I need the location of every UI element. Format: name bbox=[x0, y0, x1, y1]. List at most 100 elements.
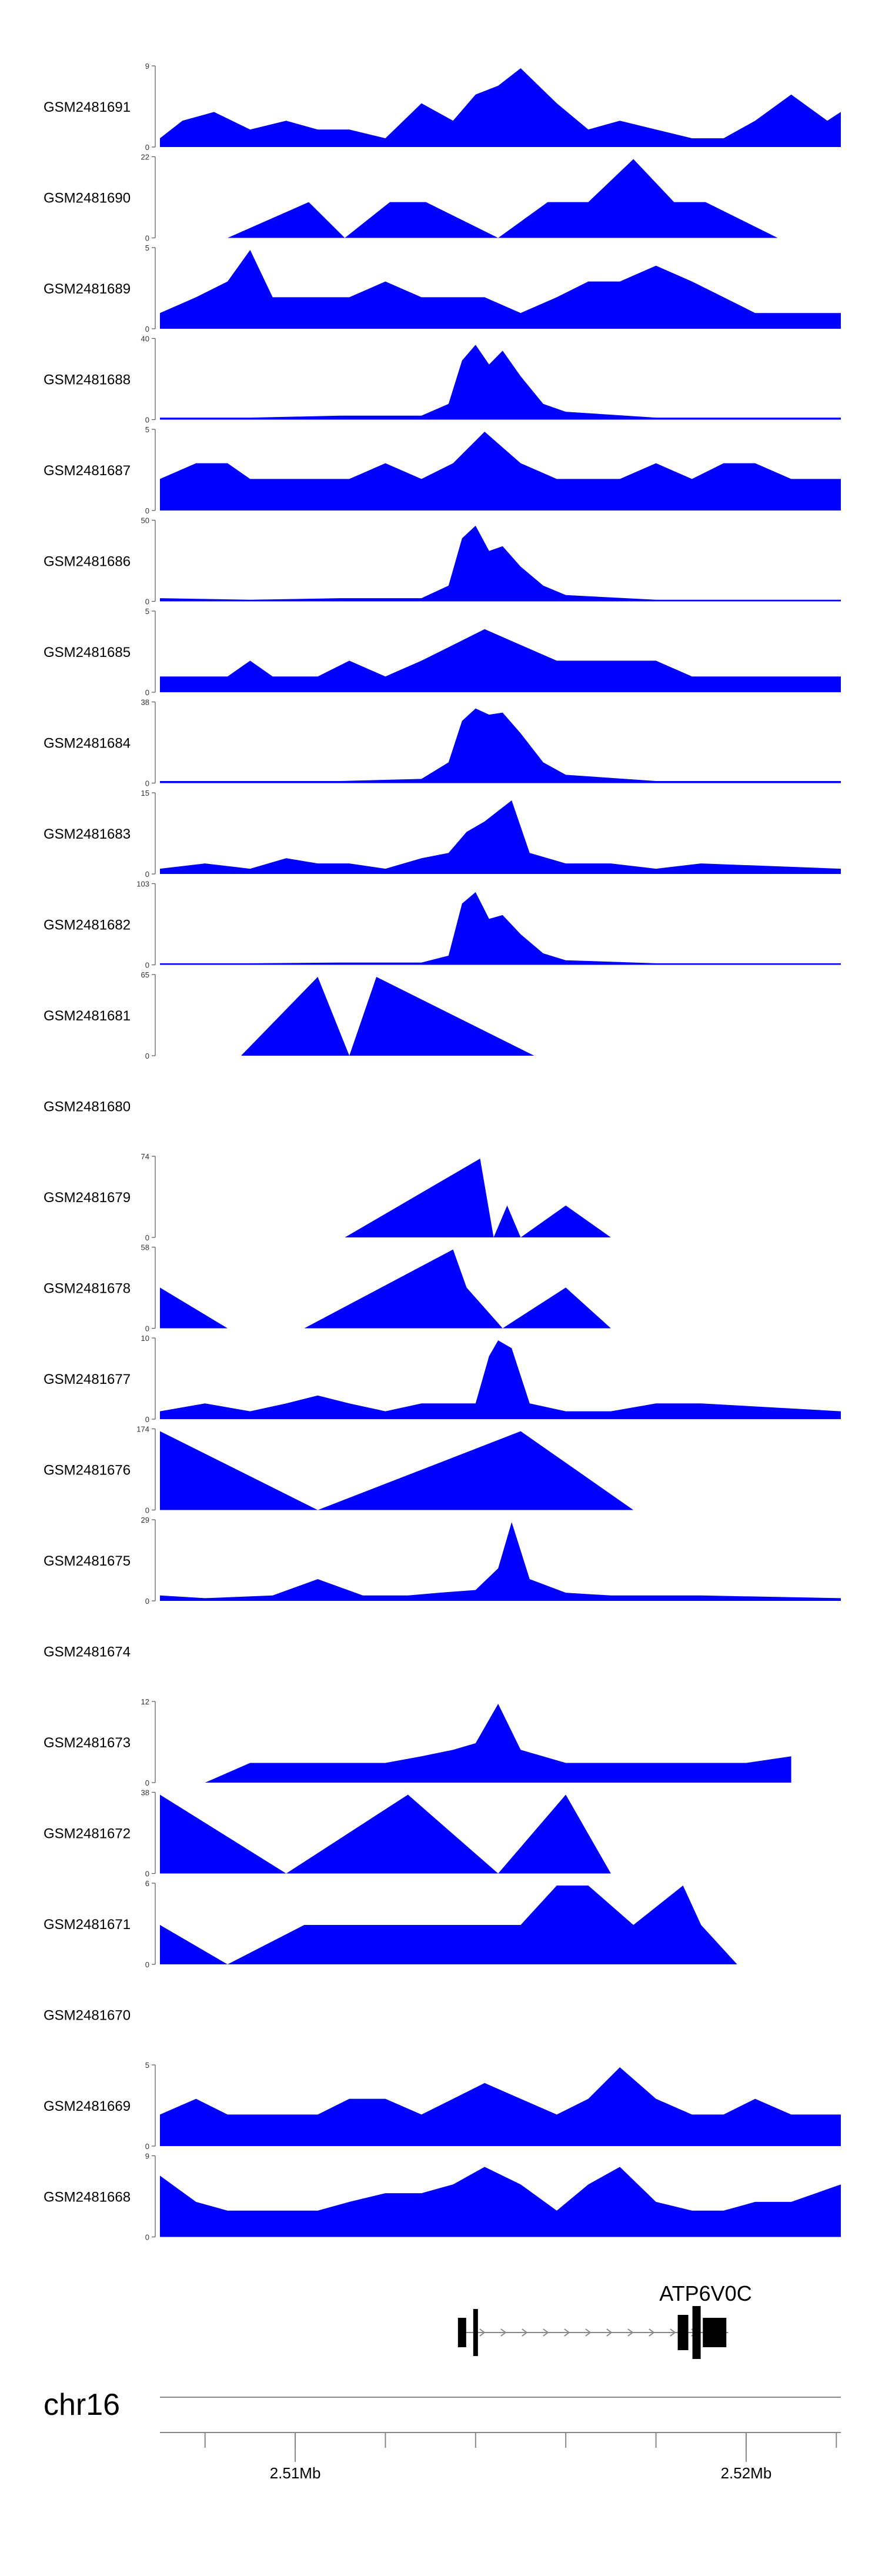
coverage-area bbox=[160, 1340, 841, 1419]
track-label: GSM2481685 bbox=[44, 645, 131, 660]
coverage-area bbox=[160, 1522, 841, 1601]
y-tick-label-zero: 0 bbox=[145, 143, 149, 152]
track-GSM2481690: GSM2481690 22 0 bbox=[44, 153, 778, 243]
axis-tick-label: 2.52Mb bbox=[721, 2464, 772, 2482]
strand-arrow bbox=[649, 2328, 655, 2337]
y-tick-label-zero: 0 bbox=[145, 1506, 149, 1515]
track-GSM2481691: GSM2481691 9 0 bbox=[44, 62, 841, 152]
track-GSM2481672: GSM2481672 38 0 bbox=[44, 1788, 656, 1878]
y-tick-label-zero: 0 bbox=[145, 1960, 149, 1969]
strand-arrow bbox=[479, 2328, 486, 2337]
strand-arrow bbox=[564, 2328, 570, 2337]
track-label: GSM2481677 bbox=[44, 1372, 131, 1387]
track-label: GSM2481682 bbox=[44, 917, 131, 933]
track-GSM2481678: GSM2481678 58 0 bbox=[44, 1243, 611, 1333]
coverage-area bbox=[160, 345, 841, 420]
chromosome-label: chr16 bbox=[44, 2388, 120, 2422]
y-tick-label-zero: 0 bbox=[145, 234, 149, 243]
track-label: GSM2481690 bbox=[44, 191, 131, 206]
track-GSM2481682: GSM2481682 103 0 bbox=[44, 880, 841, 970]
track-label: GSM2481689 bbox=[44, 281, 131, 297]
y-tick-label-max: 29 bbox=[141, 1516, 149, 1524]
track-GSM2481669: GSM2481669 5 0 bbox=[44, 2061, 841, 2151]
track-label: GSM2481687 bbox=[44, 463, 131, 479]
track-GSM2481674: GSM2481674 bbox=[44, 1644, 131, 1660]
y-tick-label-zero: 0 bbox=[145, 2233, 149, 2242]
track-label: GSM2481678 bbox=[44, 1281, 131, 1297]
coverage-area bbox=[345, 1159, 656, 1237]
track-label: GSM2481669 bbox=[44, 2098, 131, 2114]
y-tick-label-max: 15 bbox=[141, 789, 149, 798]
track-GSM2481684: GSM2481684 38 0 bbox=[44, 698, 841, 788]
genome-axis: 2.51Mb 2.52Mb bbox=[160, 2397, 841, 2482]
y-tick-label-max: 10 bbox=[141, 1334, 149, 1343]
coverage-area bbox=[160, 1431, 634, 1510]
strand-arrow bbox=[627, 2328, 634, 2337]
coverage-area bbox=[205, 1704, 791, 1783]
y-tick-label-max: 22 bbox=[141, 153, 149, 162]
strand-arrow bbox=[543, 2328, 549, 2337]
y-tick-label-max: 174 bbox=[136, 1425, 149, 1434]
track-label: GSM2481670 bbox=[44, 2008, 131, 2024]
y-tick-label-max: 5 bbox=[145, 425, 149, 434]
track-label: GSM2481684 bbox=[44, 736, 131, 752]
y-tick-label-max: 74 bbox=[141, 1152, 149, 1161]
coverage-area bbox=[241, 977, 534, 1056]
coverage-area bbox=[160, 525, 841, 602]
y-tick-label-max: 12 bbox=[141, 1697, 149, 1706]
y-tick-label-zero: 0 bbox=[145, 1233, 149, 1242]
exon bbox=[473, 2309, 478, 2356]
y-tick-label-max: 65 bbox=[141, 970, 149, 979]
y-tick-label-max: 38 bbox=[141, 698, 149, 707]
strand-arrow bbox=[670, 2328, 676, 2337]
track-GSM2481676: GSM2481676 174 0 bbox=[44, 1425, 634, 1515]
coverage-area bbox=[160, 250, 841, 329]
y-tick-label-zero: 0 bbox=[145, 1324, 149, 1333]
coverage-tracks: GSM248169190GSM2481690220GSM248168950GSM… bbox=[44, 62, 841, 2242]
y-tick-label-max: 40 bbox=[141, 335, 149, 343]
coverage-area bbox=[160, 800, 841, 874]
coverage-area bbox=[160, 708, 841, 783]
track-GSM2481673: GSM2481673 12 0 bbox=[44, 1697, 791, 1787]
track-GSM2481675: GSM2481675 29 0 bbox=[44, 1516, 841, 1606]
exon bbox=[692, 2306, 701, 2359]
exon bbox=[703, 2318, 727, 2347]
track-label: GSM2481679 bbox=[44, 1190, 131, 1206]
track-label: GSM2481681 bbox=[44, 1008, 131, 1024]
y-tick-label-zero: 0 bbox=[145, 870, 149, 879]
y-tick-label-max: 5 bbox=[145, 607, 149, 616]
track-GSM2481677: GSM2481677 10 0 bbox=[44, 1334, 841, 1424]
y-tick-label-zero: 0 bbox=[145, 779, 149, 788]
y-tick-label-max: 6 bbox=[145, 1879, 149, 1888]
y-tick-label-zero: 0 bbox=[145, 1415, 149, 1424]
y-tick-label-zero: 0 bbox=[145, 325, 149, 333]
track-GSM2481679: GSM2481679 74 0 bbox=[44, 1152, 656, 1242]
track-GSM2481671: GSM2481671 6 0 bbox=[44, 1879, 737, 1969]
track-label: GSM2481673 bbox=[44, 1735, 131, 1751]
y-tick-label-zero: 0 bbox=[145, 506, 149, 515]
track-GSM2481670: GSM2481670 bbox=[44, 2008, 131, 2024]
exon bbox=[457, 2318, 466, 2347]
coverage-area bbox=[160, 432, 841, 510]
track-label: GSM2481683 bbox=[44, 826, 131, 842]
y-tick-label-zero: 0 bbox=[145, 2142, 149, 2151]
strand-arrow bbox=[606, 2328, 613, 2337]
coverage-area bbox=[160, 1794, 656, 1874]
track-label: GSM2481676 bbox=[44, 1463, 131, 1479]
coverage-area bbox=[228, 159, 778, 238]
track-GSM2481686: GSM2481686 50 0 bbox=[44, 516, 841, 606]
gene-model-ATP6V0C bbox=[457, 2306, 729, 2359]
strand-arrow bbox=[500, 2328, 507, 2337]
track-GSM2481689: GSM2481689 5 0 bbox=[44, 243, 841, 333]
track-label: GSM2481671 bbox=[44, 1917, 131, 1933]
y-tick-label-zero: 0 bbox=[145, 1870, 149, 1878]
y-tick-label-zero: 0 bbox=[145, 1052, 149, 1060]
coverage-area bbox=[160, 1886, 737, 1964]
strand-arrow bbox=[585, 2328, 592, 2337]
coverage-area bbox=[160, 1249, 611, 1329]
gene-annotation-track: ATP6V0C bbox=[457, 2281, 752, 2359]
y-tick-label-zero: 0 bbox=[145, 1778, 149, 1787]
y-tick-label-zero: 0 bbox=[145, 416, 149, 425]
coverage-area bbox=[160, 629, 841, 692]
